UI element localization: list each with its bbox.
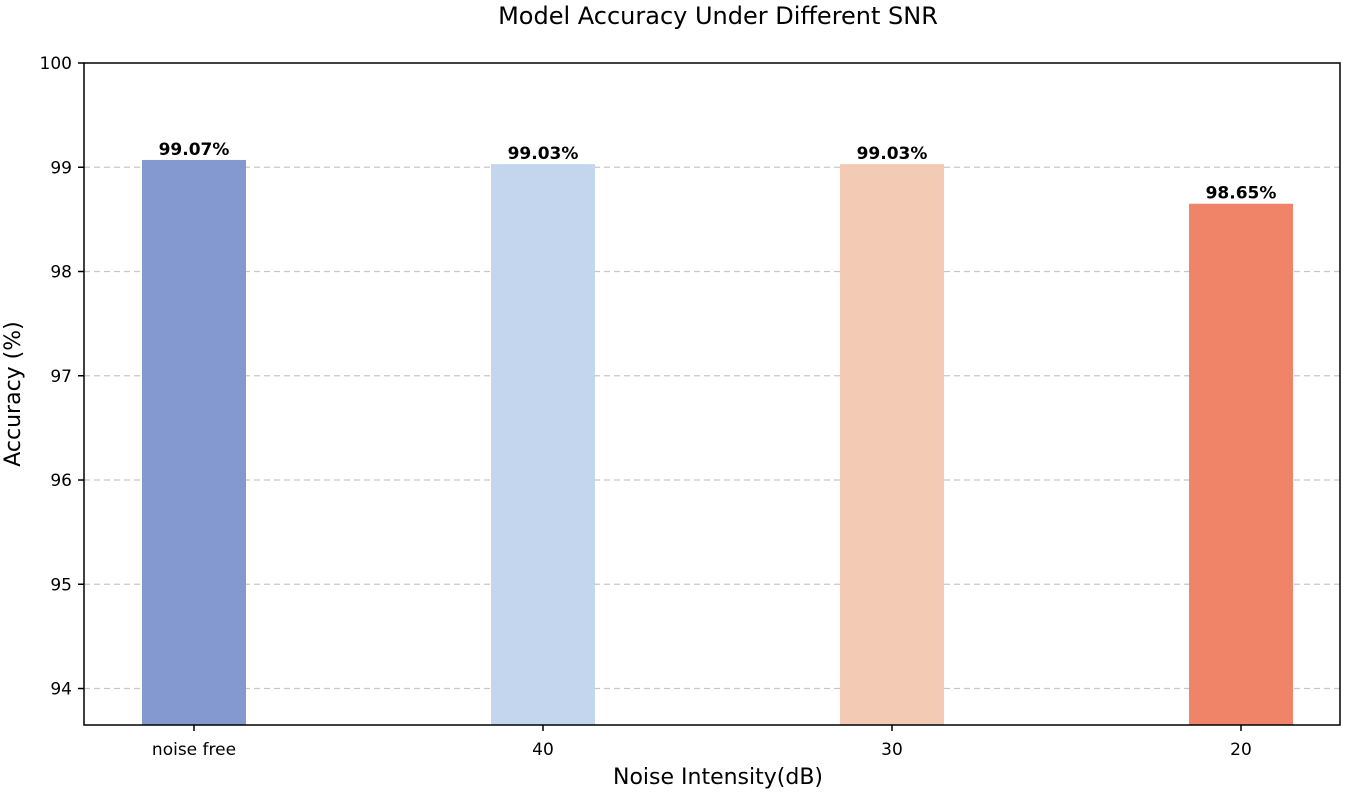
grid-layer [84,166,1340,690]
data-label: 99.07% [159,140,230,160]
x-tick-label: 30 [881,740,903,760]
data-labels-layer: 99.07% 99.03% 99.03% 98.65% [159,140,1277,204]
x-axis-label: Noise Intensity(dB) [613,765,823,790]
data-label: 98.65% [1206,184,1277,204]
y-tick-label: 100 [40,54,72,74]
x-tick-label: 40 [532,740,554,760]
x-tick-label: 20 [1230,740,1252,760]
plot-frame [83,62,1341,726]
bar [840,164,944,726]
chart-title: Model Accuracy Under Different SNR [498,2,938,30]
bars-layer [142,159,1293,726]
y-tick-label: 95 [50,575,72,595]
y-tick-label: 98 [50,263,72,283]
bar [142,159,246,725]
bar [491,164,595,726]
data-label: 99.03% [857,144,928,164]
x-axis-ticks: noise free 40 30 20 [152,725,1252,760]
y-axis-label: Accuracy (%) [1,321,26,467]
y-tick-label: 99 [50,158,72,178]
data-label: 99.03% [508,144,579,164]
y-axis-ticks: 94 95 96 97 98 99 100 [40,54,84,700]
y-tick-label: 94 [50,680,72,700]
bar [1189,203,1293,725]
y-tick-label: 96 [50,471,72,491]
y-tick-label: 97 [50,367,72,387]
x-tick-label: noise free [152,740,236,760]
